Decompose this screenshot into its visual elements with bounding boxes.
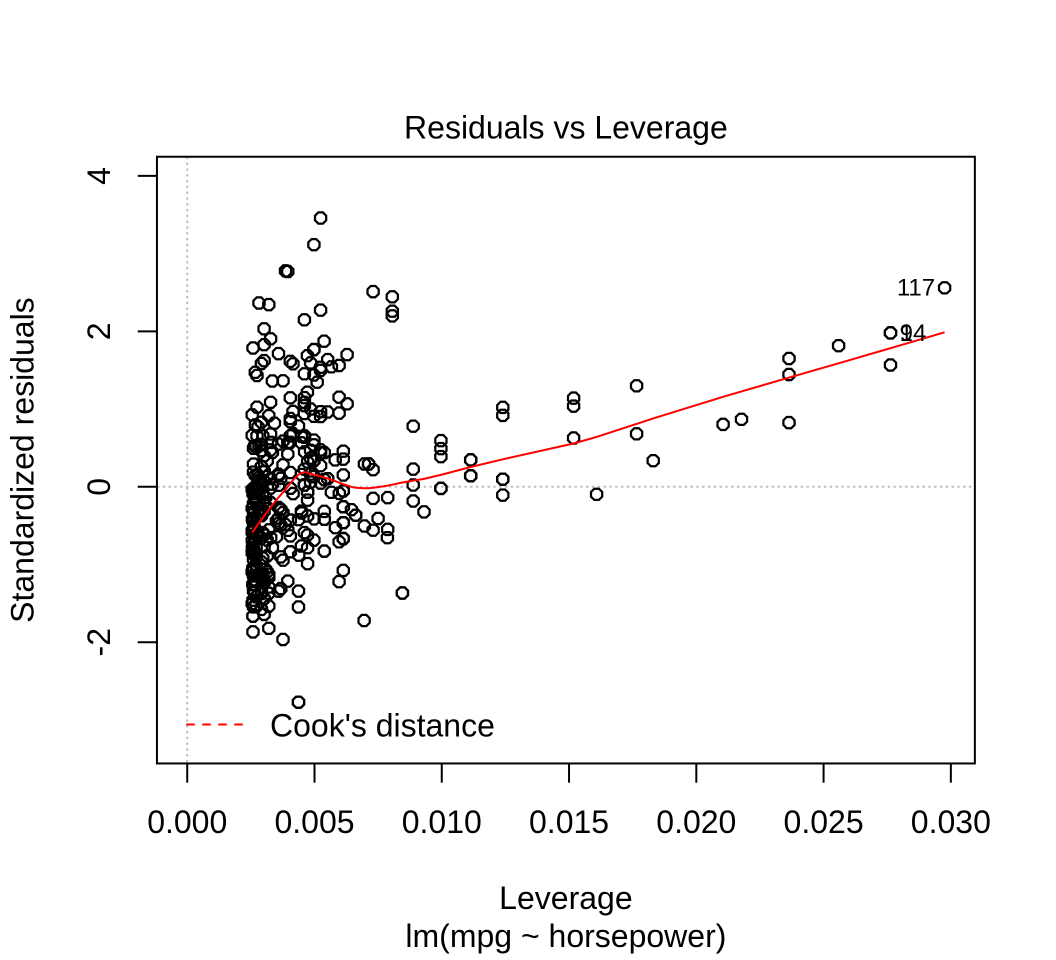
svg-text:4: 4 [81,167,117,185]
svg-text:9: 9 [900,320,913,347]
svg-text:0.025: 0.025 [784,804,864,840]
svg-text:0.000: 0.000 [147,804,227,840]
svg-text:117: 117 [897,275,935,302]
svg-text:2: 2 [81,322,117,340]
svg-text:Residuals vs Leverage: Residuals vs Leverage [404,110,728,146]
svg-text:0: 0 [81,478,117,496]
svg-text:Cook's distance: Cook's distance [270,707,495,743]
svg-text:Leverage: Leverage [499,880,632,916]
svg-text:-2: -2 [81,628,117,656]
svg-text:0.030: 0.030 [911,804,991,840]
svg-text:lm(mpg ~ horsepower): lm(mpg ~ horsepower) [405,918,726,954]
svg-text:0.015: 0.015 [529,804,609,840]
svg-text:Standardized residuals: Standardized residuals [4,297,40,623]
svg-text:0.005: 0.005 [274,804,354,840]
svg-text:0.010: 0.010 [402,804,482,840]
svg-text:0.020: 0.020 [656,804,736,840]
svg-text:14: 14 [900,320,927,347]
